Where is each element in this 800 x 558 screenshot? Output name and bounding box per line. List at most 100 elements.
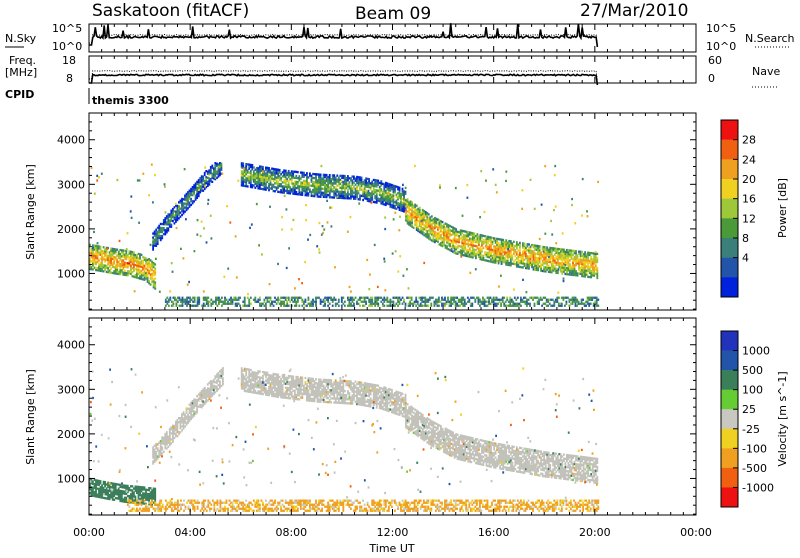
scatter-cell — [403, 301, 405, 303]
scatter-cell — [320, 303, 322, 305]
scatter-cell — [248, 168, 250, 170]
scatter-cell — [482, 303, 484, 305]
scatter-cell — [596, 271, 598, 273]
scatter-cell — [283, 175, 285, 177]
scatter-cell — [587, 215, 589, 217]
scatter-cell — [219, 380, 221, 382]
scatter-cell — [569, 271, 571, 273]
scatter-cell — [563, 299, 565, 301]
scatter-cell — [212, 303, 214, 305]
scatter-cell — [482, 297, 484, 299]
scatter-cell — [534, 208, 536, 210]
scatter-cell — [204, 166, 206, 168]
scatter-cell — [223, 276, 225, 278]
scatter-cell — [224, 297, 226, 299]
scatter-cell — [419, 209, 421, 211]
scatter-cell — [267, 181, 269, 183]
scatter-cell — [554, 165, 556, 167]
scatter-cell — [370, 297, 372, 299]
scatter-cell — [517, 303, 519, 305]
scatter-cell — [440, 226, 442, 228]
scatter-cell — [154, 271, 156, 273]
scatter-cell — [215, 303, 217, 305]
scatter-cell — [492, 249, 494, 251]
scatter-cell — [492, 261, 494, 263]
scatter-cell — [301, 305, 303, 307]
scatter-cell — [110, 260, 112, 262]
scatter-cell — [527, 265, 529, 267]
scatter-cell — [405, 219, 407, 221]
scatter-cell — [569, 259, 571, 261]
scatter-cell — [154, 496, 156, 498]
scatter-cell — [110, 268, 112, 270]
scatter-cell — [305, 301, 307, 303]
scatter-cell — [222, 379, 224, 381]
scatter-cell — [327, 299, 329, 301]
scatter-cell — [295, 305, 297, 307]
scatter-cell — [180, 216, 182, 218]
scatter-cell — [415, 305, 417, 307]
scatter-cell — [483, 259, 485, 261]
scatter-cell — [274, 395, 276, 397]
scatter-cell — [97, 257, 99, 259]
scatter-cell — [257, 173, 259, 175]
scatter-cell — [229, 221, 231, 223]
scatter-cell — [359, 198, 361, 200]
scatter-cell — [267, 392, 269, 394]
scatter-cell — [210, 299, 212, 301]
scatter-cell — [473, 249, 475, 251]
nave-tick-bottom: 0 — [708, 72, 715, 85]
scatter-cell — [377, 299, 379, 301]
scatter-cell — [541, 204, 543, 206]
scatter-cell — [353, 178, 355, 180]
scatter-cell — [308, 299, 310, 301]
y-tick-label: 3000 — [57, 178, 85, 191]
scatter-cell — [127, 495, 129, 497]
scatter-cell — [365, 189, 367, 191]
scatter-cell — [388, 195, 390, 197]
scatter-cell — [267, 171, 269, 173]
scatter-cell — [274, 168, 276, 170]
scatter-cell — [440, 236, 442, 238]
scatter-cell — [118, 496, 120, 498]
scatter-cell — [232, 303, 234, 305]
scatter-cell — [145, 491, 147, 493]
scatter-cell — [335, 194, 337, 196]
scatter-cell — [499, 301, 501, 303]
scatter-cell — [347, 195, 349, 197]
scatter-cell — [552, 263, 554, 265]
scatter-cell — [92, 489, 94, 491]
scatter-cell — [283, 192, 285, 194]
scatter-cell — [578, 251, 580, 253]
scatter-cell — [578, 261, 580, 263]
scatter-cell — [301, 194, 303, 196]
scatter-cell — [318, 248, 320, 250]
scatter-cell — [396, 194, 398, 196]
scatter-cell — [492, 241, 494, 243]
scatter-cell — [534, 252, 536, 254]
scatter-cell — [153, 496, 155, 498]
scatter-cell — [175, 433, 177, 435]
scatter-cell — [453, 299, 455, 301]
scatter-cell — [204, 387, 206, 389]
scatter-cell — [208, 199, 210, 201]
scatter-cell — [537, 269, 539, 271]
scatter-cell — [153, 498, 155, 500]
scatter-cell — [491, 301, 493, 303]
scatter-cell — [101, 486, 103, 488]
scatter-cell — [457, 251, 459, 253]
scatter-cell — [257, 390, 259, 392]
scatter-cell — [127, 232, 129, 234]
scatter-cell — [170, 210, 172, 212]
scatter-cell — [371, 297, 373, 299]
scatter-cell — [335, 176, 337, 178]
scatter-cell — [405, 187, 407, 189]
scatter-cell — [359, 299, 361, 301]
scatter-cell — [270, 299, 272, 301]
scatter-cell — [96, 175, 98, 177]
scatter-cell — [189, 297, 191, 299]
scatter-cell — [235, 235, 237, 237]
scatter-cell — [334, 266, 336, 268]
scatter-cell — [118, 253, 120, 255]
scatter-cell — [396, 303, 398, 305]
